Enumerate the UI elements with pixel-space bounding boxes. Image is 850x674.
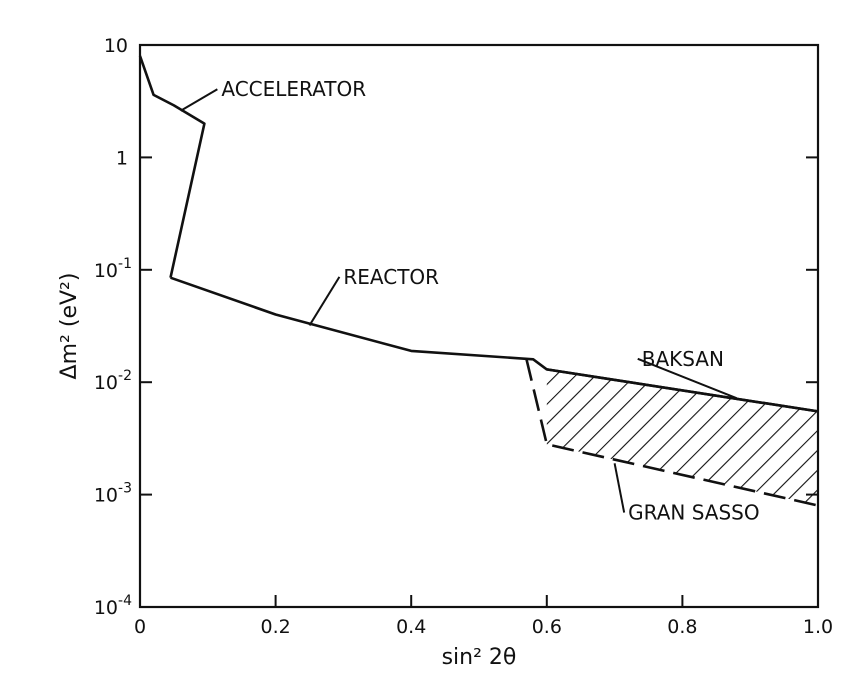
y-tick-label: 10-4 bbox=[94, 593, 132, 619]
leader-line-reactor bbox=[308, 276, 341, 326]
leader-line-baksan bbox=[637, 357, 738, 400]
leader-line-accelerator bbox=[180, 88, 218, 112]
x-tick-label: 0.8 bbox=[667, 616, 697, 638]
annotation-gran-sasso: GRAN SASSO bbox=[628, 501, 759, 525]
plot-frame bbox=[138, 43, 820, 609]
y-tick-label: 10-2 bbox=[94, 368, 132, 394]
y-tick-label: 10 bbox=[104, 35, 128, 57]
x-axis: 0 0.2 0.4 0.6 0.8 1.0 bbox=[134, 595, 833, 638]
annotation-baksan: BAKSAN bbox=[642, 347, 724, 371]
y-tick-label: 10-1 bbox=[94, 256, 132, 282]
x-tick-label: 0 bbox=[134, 616, 146, 638]
x-axis-title: sin² 2θ bbox=[442, 645, 517, 670]
series-line-accelerator bbox=[138, 55, 206, 278]
y-axis: 10 1 10-1 10-2 10-3 10-4 bbox=[94, 35, 818, 619]
x-tick-label: 1.0 bbox=[803, 616, 833, 638]
annotation-accelerator: ACCELERATOR bbox=[221, 77, 366, 101]
annotation-reactor: REACTOR bbox=[343, 265, 439, 289]
annotations: ACCELERATOR REACTOR BAKSAN GRAN SASSO bbox=[180, 77, 760, 525]
series-line-baksan bbox=[546, 368, 819, 413]
x-tick-label: 0.2 bbox=[260, 616, 290, 638]
y-tick-label: 1 bbox=[116, 147, 128, 169]
y-tick-label: 10-3 bbox=[94, 481, 132, 507]
x-tick-label: 0.6 bbox=[532, 616, 562, 638]
y-axis-title: Δm² (eV²) bbox=[57, 273, 82, 380]
x-tick-label: 0.4 bbox=[396, 616, 426, 638]
leader-line-gran-sasso bbox=[613, 463, 626, 513]
shaded-region-baksan bbox=[546, 369, 818, 506]
